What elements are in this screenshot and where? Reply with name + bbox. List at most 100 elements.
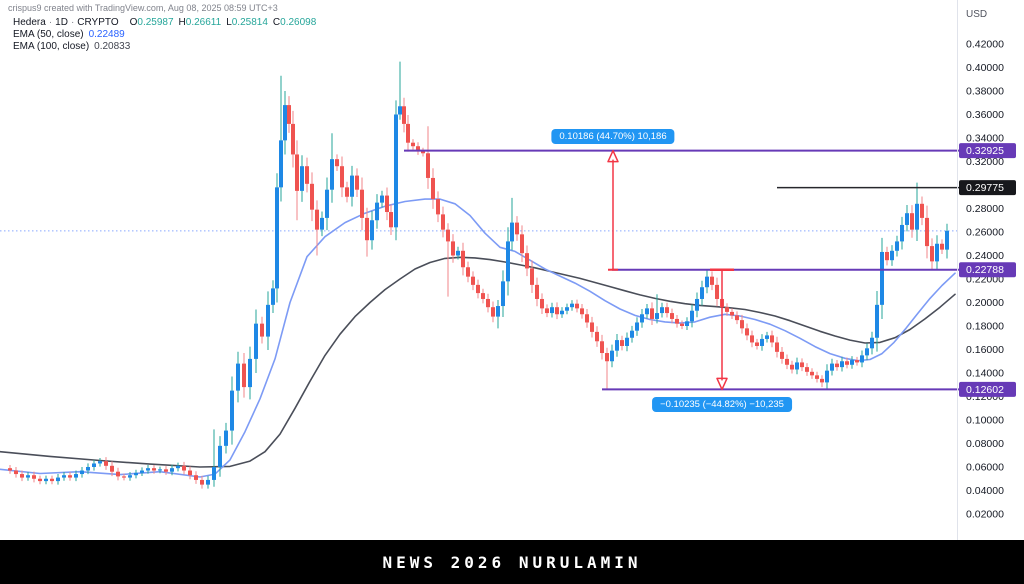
ema100-legend-row[interactable]: EMA (100, close) 0.20833 xyxy=(13,41,316,52)
candle-body xyxy=(8,468,12,471)
candle-body xyxy=(416,146,420,151)
candle-body xyxy=(56,477,60,482)
interval-label: 1D xyxy=(55,17,68,28)
candle-body xyxy=(735,315,739,321)
price-tick: 0.38000 xyxy=(966,86,1004,98)
candle-body xyxy=(128,475,132,478)
candle-body xyxy=(665,307,669,314)
candle-body xyxy=(630,330,634,338)
price-tick: 0.32000 xyxy=(966,156,1004,168)
measure-up-label[interactable]: 0.10186 (44.70%) 10,186 xyxy=(551,128,675,144)
candle-body xyxy=(164,469,168,472)
candle-body xyxy=(725,307,729,312)
open-key: O xyxy=(129,17,138,28)
candle-body xyxy=(940,243,944,250)
candle-body xyxy=(670,313,674,319)
candle-body xyxy=(595,331,599,342)
measure-up-arrow[interactable] xyxy=(607,149,619,271)
candle-body xyxy=(645,308,649,315)
candle-body xyxy=(730,311,734,316)
candle-body xyxy=(845,361,849,365)
ema50-line[interactable] xyxy=(0,198,956,478)
open-value: 0.25987 xyxy=(137,17,174,28)
measure-down-arrow[interactable] xyxy=(710,268,734,391)
ema100-label: EMA (100, close) xyxy=(13,41,90,52)
candle-body xyxy=(520,234,524,254)
candle-body xyxy=(615,340,619,351)
candle-body xyxy=(800,362,804,368)
candle-body xyxy=(330,159,334,190)
candle-body xyxy=(510,222,514,242)
candle-body xyxy=(436,199,440,215)
candle-body xyxy=(825,370,829,383)
price-badge-text: 0.22788 xyxy=(966,264,1004,276)
candle-body xyxy=(236,363,240,391)
price-badge-bg xyxy=(959,143,1016,159)
ema50-legend-row[interactable]: EMA (50, close) 0.22489 xyxy=(13,29,316,40)
candle-body xyxy=(271,288,275,305)
candle-body xyxy=(402,106,406,124)
candle-body xyxy=(279,140,283,188)
candle-body xyxy=(389,212,393,228)
candle-body xyxy=(795,362,799,370)
price-tick: 0.34000 xyxy=(966,133,1004,145)
candle-body xyxy=(760,338,764,346)
price-badge-bg xyxy=(959,180,1016,196)
candle-body xyxy=(182,465,186,471)
candle-body xyxy=(710,276,714,285)
symbol-legend-row[interactable]: Hedera · 1D · CRYPTO O0.25987 H0.26611 L0.25814… xyxy=(13,17,316,28)
candle-body xyxy=(411,142,415,147)
ema50-label: EMA (50, close) xyxy=(13,29,84,40)
candle-body xyxy=(575,303,579,309)
price-tick: 0.26000 xyxy=(966,227,1004,239)
candle-body xyxy=(870,337,874,349)
price-badge-text: 0.29775 xyxy=(966,182,1004,194)
candle-body xyxy=(74,474,78,478)
candle-body xyxy=(925,217,929,247)
measure-down-label[interactable]: −0.10235 (−44.82%) −10,235 xyxy=(652,397,792,413)
candle-body xyxy=(535,284,539,299)
candle-body xyxy=(690,310,694,322)
ema100-line[interactable] xyxy=(0,256,956,468)
candle-body xyxy=(26,475,30,478)
candle-body xyxy=(605,353,609,362)
candle-body xyxy=(50,478,54,482)
candle-body xyxy=(496,306,500,317)
price-axis[interactable]: USD0.420000.400000.380000.360000.340000.… xyxy=(957,0,1017,540)
candle-body xyxy=(406,123,410,143)
candle-body xyxy=(705,276,709,288)
news-banner-text: NEWS 2026 NURULAMIN xyxy=(382,552,642,572)
price-badge: 0.22788 xyxy=(959,262,1016,278)
candle-body xyxy=(745,328,749,336)
candle-body xyxy=(170,468,174,472)
candle-body xyxy=(62,475,66,478)
candle-body xyxy=(775,342,779,352)
candle-body xyxy=(310,183,314,210)
candle-body xyxy=(765,335,769,339)
arrow-down-head-icon xyxy=(716,377,728,391)
candle-body xyxy=(38,478,42,482)
candle-body xyxy=(260,323,264,337)
candle-body xyxy=(895,241,899,251)
price-badge-bg xyxy=(959,381,1016,397)
candle-body xyxy=(585,314,589,323)
chart-canvas[interactable]: USD0.420000.400000.380000.360000.340000.… xyxy=(0,0,1024,540)
candle-body xyxy=(320,217,324,230)
candle-body xyxy=(194,475,198,480)
candle-body xyxy=(501,281,505,307)
candle-body xyxy=(92,463,96,467)
candle-body xyxy=(715,284,719,299)
candle-body xyxy=(695,298,699,311)
close-value: 0.26098 xyxy=(280,17,317,28)
candle-body xyxy=(680,323,684,326)
candlestick-series[interactable] xyxy=(8,61,949,489)
candle-body xyxy=(570,303,574,308)
candle-body xyxy=(790,364,794,370)
candle-body xyxy=(850,360,854,365)
candle-body xyxy=(540,298,544,309)
candle-body xyxy=(426,153,430,178)
price-tick: 0.40000 xyxy=(966,62,1004,74)
price-tick: 0.02000 xyxy=(966,509,1004,521)
candle-body xyxy=(230,390,234,431)
candle-body xyxy=(98,461,102,464)
